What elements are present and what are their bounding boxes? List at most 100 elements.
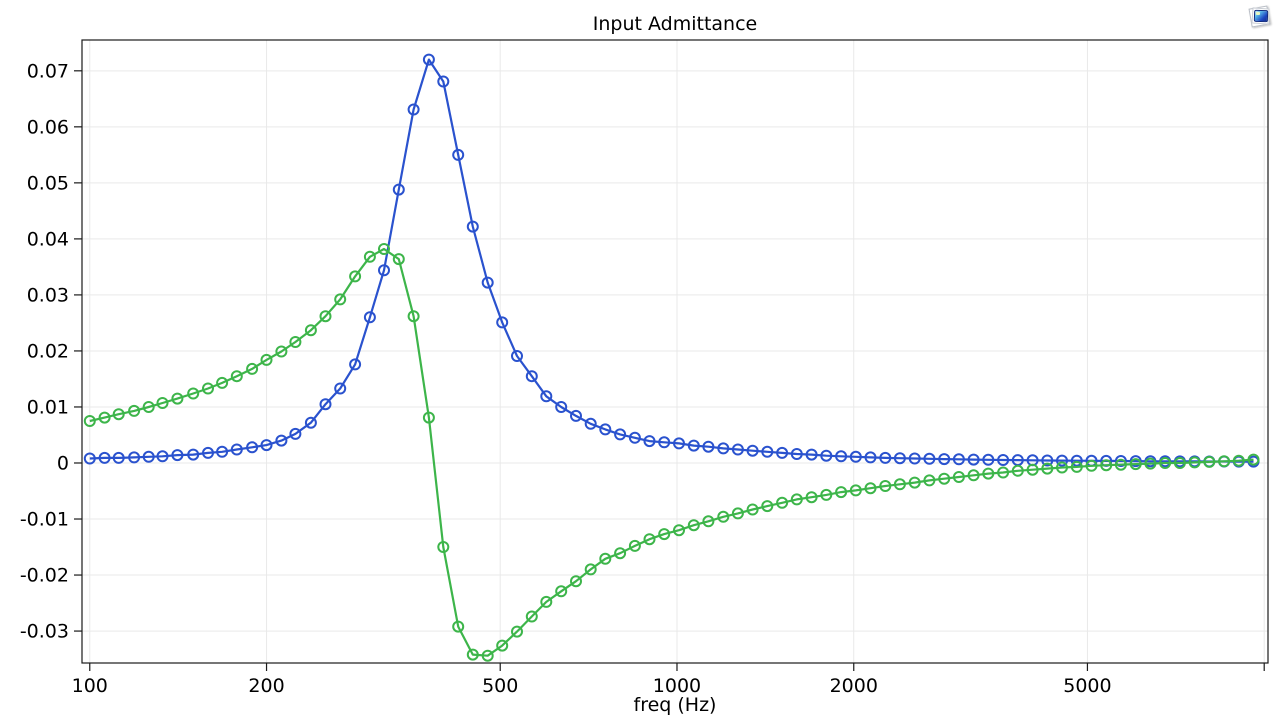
x-tick-label: 2000 xyxy=(830,675,878,697)
data-point-marker xyxy=(864,451,877,464)
data-point-marker xyxy=(614,547,627,560)
data-point-marker xyxy=(511,625,523,638)
data-point-marker xyxy=(952,471,965,483)
data-point-marker xyxy=(334,293,347,306)
data-point-marker xyxy=(481,649,494,662)
data-point-marker xyxy=(112,408,125,421)
data-point-marker xyxy=(496,639,509,652)
data-point-marker xyxy=(643,435,656,448)
data-point-marker xyxy=(1056,454,1068,467)
data-point-marker xyxy=(171,392,184,405)
data-point-marker xyxy=(938,472,951,485)
y-tick-label: -0.02 xyxy=(20,565,69,587)
data-point-marker xyxy=(83,452,96,465)
grid-layer xyxy=(82,40,1268,663)
data-point-marker xyxy=(363,311,376,324)
data-point-marker xyxy=(202,382,214,395)
data-point-marker xyxy=(1026,463,1039,476)
data-point-marker xyxy=(392,183,405,196)
chart-title: Input Admittance xyxy=(593,13,757,35)
data-point-marker xyxy=(98,451,111,464)
data-point-marker xyxy=(275,345,288,358)
data-point-marker xyxy=(893,452,906,465)
data-point-marker xyxy=(1114,455,1127,467)
tick-layer: 0.07 0.06 0.05 0.04 0.03 0.02 0.01 0 -0.01 -0.02 -… xyxy=(20,60,1265,697)
data-point-marker xyxy=(849,484,862,497)
data-point-marker xyxy=(687,439,700,452)
data-point-marker xyxy=(437,541,450,553)
data-point-marker xyxy=(731,443,744,456)
data-point-marker xyxy=(511,350,523,362)
data-point-marker xyxy=(967,453,980,466)
data-point-marker xyxy=(1011,464,1024,477)
x-tick-label: 200 xyxy=(248,675,284,697)
data-point-marker xyxy=(187,387,200,400)
data-point-marker xyxy=(1070,454,1083,467)
data-point-marker xyxy=(702,440,715,453)
data-point-marker xyxy=(1173,457,1186,469)
data-point-marker xyxy=(1041,454,1054,467)
data-point-marker xyxy=(216,376,229,389)
data-point-marker xyxy=(584,417,597,430)
data-point-marker xyxy=(687,519,700,532)
data-point-marker xyxy=(864,482,877,495)
data-point-marker xyxy=(923,474,936,487)
data-point-marker xyxy=(378,264,390,277)
data-point-marker xyxy=(156,397,169,409)
data-point-marker xyxy=(702,515,715,528)
series-line xyxy=(89,58,1254,463)
data-point-marker xyxy=(481,276,494,289)
y-tick-label: 0.05 xyxy=(27,172,69,194)
data-point-marker xyxy=(452,148,465,161)
data-point-marker xyxy=(156,450,169,463)
data-point-marker xyxy=(540,595,553,608)
data-point-marker xyxy=(570,575,582,588)
data-point-marker xyxy=(246,441,259,454)
data-point-marker xyxy=(1144,457,1157,470)
data-point-marker xyxy=(466,648,479,661)
data-point-marker xyxy=(407,103,420,116)
data-point-marker xyxy=(923,452,936,465)
data-point-marker xyxy=(407,310,420,323)
data-point-marker xyxy=(304,324,317,337)
data-point-marker xyxy=(967,469,980,482)
data-point-marker xyxy=(1100,459,1113,472)
data-point-marker xyxy=(334,382,347,395)
x-tick-label: 1000 xyxy=(653,675,701,697)
y-tick-label: 0.03 xyxy=(27,284,69,306)
data-point-marker xyxy=(879,451,892,464)
data-point-marker xyxy=(761,500,774,513)
data-point-marker xyxy=(717,442,730,455)
data-point-marker xyxy=(908,476,921,489)
series-line xyxy=(89,247,1254,657)
data-point-marker xyxy=(820,488,833,501)
data-point-marker xyxy=(437,75,450,88)
data-point-marker xyxy=(997,454,1010,466)
data-point-marker xyxy=(805,448,818,461)
data-point-marker xyxy=(1247,453,1260,466)
data-point-marker xyxy=(422,53,435,66)
y-tick-label: 0.04 xyxy=(27,228,69,250)
data-point-marker xyxy=(128,404,141,417)
series-layer xyxy=(83,53,1260,662)
y-tick-label: -0.03 xyxy=(20,621,69,643)
data-point-marker xyxy=(1203,455,1216,468)
data-point-marker xyxy=(879,480,892,492)
data-point-marker xyxy=(319,310,332,323)
data-point-marker xyxy=(1085,459,1098,472)
data-point-marker xyxy=(525,610,538,623)
data-point-marker xyxy=(643,533,656,546)
data-point-marker xyxy=(790,493,803,506)
data-point-marker xyxy=(820,449,833,462)
x-tick-label: 100 xyxy=(72,675,108,697)
data-point-marker xyxy=(746,503,759,516)
data-point-marker xyxy=(584,563,597,576)
data-point-marker xyxy=(187,448,200,461)
data-point-marker xyxy=(1188,456,1201,469)
data-point-marker xyxy=(731,507,744,520)
data-point-marker xyxy=(128,451,141,464)
data-point-marker xyxy=(83,415,96,427)
data-point-marker xyxy=(540,390,553,403)
